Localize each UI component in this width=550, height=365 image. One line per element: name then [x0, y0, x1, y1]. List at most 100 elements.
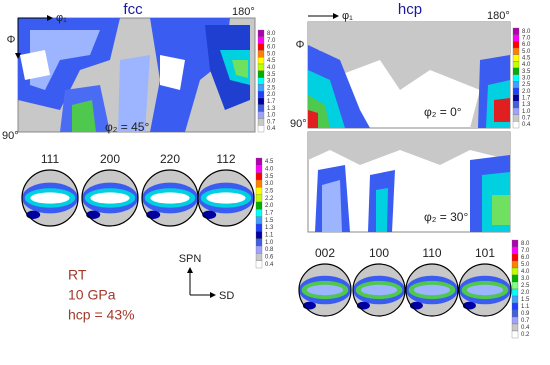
colorbar-label: 4.5	[265, 159, 274, 165]
colorbar-swatch	[511, 288, 519, 297]
pole-figure	[458, 263, 512, 317]
colorbar-swatch	[512, 34, 520, 42]
colorbar-swatch	[257, 50, 265, 58]
colorbar-swatch	[257, 104, 265, 112]
colorbar-label: 0.4	[521, 325, 530, 331]
colorbar-label: 4.0	[521, 269, 530, 275]
colorbar-label: 5.0	[267, 51, 276, 57]
colorbar-label: 2.0	[267, 92, 276, 98]
colorbar-label: 0.4	[522, 122, 531, 128]
colorbar-swatch	[255, 253, 263, 261]
colorbar-swatch	[257, 91, 265, 99]
colorbar-swatch	[512, 87, 520, 95]
condition: RT	[68, 267, 87, 283]
colorbar-swatch	[255, 223, 263, 232]
colorbar-swatch	[511, 260, 519, 269]
colorbar-swatch	[257, 111, 265, 119]
pf-rim	[298, 263, 352, 317]
colorbar-swatch	[512, 61, 520, 69]
hcp-title: hcp	[398, 1, 422, 18]
colorbar-swatch	[257, 43, 265, 51]
colorbar-swatch	[255, 201, 263, 210]
colorbar-label: 3.5	[267, 72, 276, 78]
colorbar-label: 1.0	[265, 240, 274, 246]
colorbar-swatch	[255, 238, 263, 247]
fcc-odf-map	[17, 17, 256, 133]
section-label: φ₂ = 30°	[424, 210, 468, 224]
pf-rim	[405, 263, 459, 317]
colorbar-label: 6.0	[521, 255, 530, 261]
pole-figure-label: 002	[315, 246, 335, 260]
colorbar-swatch	[257, 84, 265, 92]
colorbar-swatch	[512, 94, 520, 102]
colorbar-label: 3.5	[522, 69, 531, 75]
colorbar-label: 0.2	[521, 332, 530, 338]
colorbar-label: 8.0	[522, 29, 531, 35]
colorbar-swatch	[511, 316, 519, 325]
condition: 10 GPa	[68, 287, 116, 303]
colorbar-label: 5.0	[522, 49, 531, 55]
colorbar-label: 0.8	[265, 247, 274, 253]
pole-figure-label: 200	[100, 152, 120, 166]
colorbar-swatch	[512, 121, 520, 129]
colorbar-swatch	[255, 187, 263, 195]
colorbar-swatch	[512, 107, 520, 115]
pf-core	[90, 192, 130, 204]
colorbar-label: 7.0	[267, 38, 276, 44]
pf-core	[150, 192, 190, 204]
colorbar-label: 1.7	[522, 96, 531, 102]
colorbar-swatch	[511, 274, 519, 283]
colorbar-swatch	[257, 125, 265, 133]
colorbar-swatch	[255, 245, 263, 254]
colorbar-swatch	[512, 114, 520, 122]
colorbar-swatch	[255, 165, 263, 173]
colorbar-swatch	[511, 239, 519, 248]
colorbar-label: 3.0	[267, 79, 276, 85]
pole-figure-label: 110	[422, 246, 441, 260]
colorbar-swatch	[512, 41, 520, 49]
colorbar-swatch	[512, 67, 520, 75]
colorbar-swatch	[511, 246, 519, 255]
colorbar-label: 2.5	[267, 85, 276, 91]
colorbar-label: 0.7	[522, 116, 531, 122]
pole-figure	[141, 169, 199, 227]
colorbar-label: 6.0	[522, 42, 531, 48]
colorbar-label: 4.0	[265, 167, 274, 173]
colorbar-swatch	[511, 302, 519, 311]
colorbar-label: 3.0	[265, 181, 274, 187]
colorbar-label: 2.5	[265, 189, 274, 195]
condition: hcp = 43%	[68, 307, 135, 323]
colorbar-label: 1.7	[267, 99, 276, 105]
colorbar-swatch	[512, 47, 520, 55]
colorbar-swatch	[512, 54, 520, 62]
colorbar-label: 8.0	[267, 31, 276, 37]
max-label: 180°	[232, 6, 255, 18]
pf-core	[306, 284, 344, 296]
phi-label: Φ	[7, 34, 16, 46]
pf-core	[206, 192, 246, 204]
colorbar-label: 1.5	[265, 218, 274, 224]
colorbar-swatch	[255, 209, 263, 217]
colorbar-label: 0.7	[267, 119, 276, 125]
fcc-title: fcc	[123, 1, 143, 18]
min-label: 90°	[2, 130, 19, 142]
colorbar-swatch	[511, 267, 519, 276]
pole-figure-label: 100	[369, 246, 389, 260]
min-label: 90°	[290, 118, 307, 130]
pole-figure-label: 220	[160, 152, 180, 166]
colorbar-label: 3.5	[265, 174, 274, 180]
colorbar-swatch	[257, 57, 265, 65]
phi1-label: φ₁	[342, 10, 353, 22]
colorbar-label: 2.0	[521, 290, 530, 296]
colorbar-swatch	[511, 281, 519, 290]
colorbar-label: 4.0	[267, 65, 276, 71]
colorbar-swatch	[257, 63, 265, 71]
pole-figure	[197, 169, 255, 227]
colorbar-label: 0.4	[267, 126, 276, 132]
colorbar-swatch	[257, 118, 265, 126]
colorbar-swatch	[512, 27, 520, 35]
max-label: 180°	[487, 10, 510, 22]
colorbar-swatch	[512, 81, 520, 89]
colorbar-label: 2.0	[265, 203, 274, 209]
